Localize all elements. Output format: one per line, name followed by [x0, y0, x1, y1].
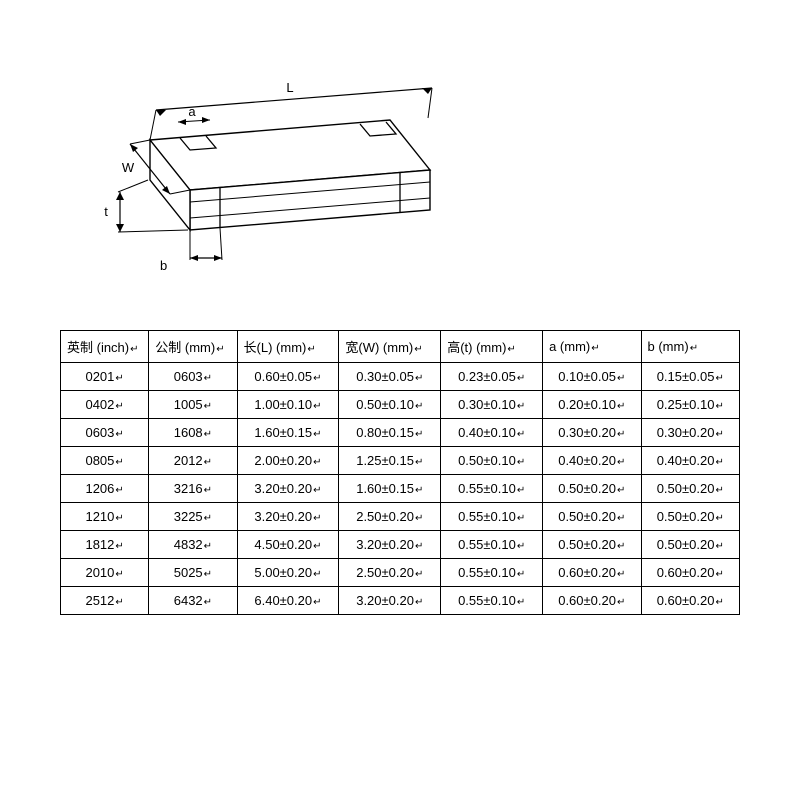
table-cell: 0.60±0.20 [543, 587, 641, 615]
table-cell: 1.60±0.15 [339, 475, 441, 503]
table-row: 120632163.20±0.201.60±0.150.55±0.100.50±… [61, 475, 740, 503]
table-cell: 5025 [149, 559, 237, 587]
table-cell: 3.20±0.20 [339, 531, 441, 559]
table-cell: 1608 [149, 419, 237, 447]
dimensions-table-container: 英制 (inch)公制 (mm)长(L) (mm)宽(W) (mm)高(t) (… [60, 330, 740, 615]
table-cell: 2.50±0.20 [339, 559, 441, 587]
table-cell: 0.55±0.10 [441, 587, 543, 615]
table-cell: 0.40±0.20 [543, 447, 641, 475]
table-cell: 0.55±0.10 [441, 559, 543, 587]
table-cell: 2.00±0.20 [237, 447, 339, 475]
table-column-header: 宽(W) (mm) [339, 331, 441, 363]
table-cell: 3216 [149, 475, 237, 503]
table-cell: 0.50±0.20 [641, 531, 739, 559]
table-header-row: 英制 (inch)公制 (mm)长(L) (mm)宽(W) (mm)高(t) (… [61, 331, 740, 363]
table-cell: 0.50±0.20 [641, 503, 739, 531]
table-cell: 0.40±0.10 [441, 419, 543, 447]
table-cell: 6432 [149, 587, 237, 615]
table-row: 251264326.40±0.203.20±0.200.55±0.100.60±… [61, 587, 740, 615]
table-column-header: 高(t) (mm) [441, 331, 543, 363]
table-cell: 1812 [61, 531, 149, 559]
table-cell: 0.23±0.05 [441, 363, 543, 391]
table-cell: 0.80±0.15 [339, 419, 441, 447]
dim-label-b: b [160, 258, 167, 273]
table-cell: 0.50±0.20 [543, 503, 641, 531]
table-cell: 0.30±0.20 [641, 419, 739, 447]
table-cell: 0.30±0.20 [543, 419, 641, 447]
table-row: 020106030.60±0.050.30±0.050.23±0.050.10±… [61, 363, 740, 391]
table-cell: 2512 [61, 587, 149, 615]
table-cell: 0603 [61, 419, 149, 447]
dim-label-W: W [122, 160, 135, 175]
table-cell: 0.60±0.20 [641, 587, 739, 615]
table-cell: 0.50±0.10 [339, 391, 441, 419]
table-column-header: b (mm) [641, 331, 739, 363]
table-row: 121032253.20±0.202.50±0.200.55±0.100.50±… [61, 503, 740, 531]
table-cell: 0.55±0.10 [441, 475, 543, 503]
table-cell: 0.60±0.05 [237, 363, 339, 391]
table-column-header: a (mm) [543, 331, 641, 363]
table-cell: 3.20±0.20 [237, 503, 339, 531]
table-cell: 3225 [149, 503, 237, 531]
table-cell: 0.20±0.10 [543, 391, 641, 419]
table-row: 040210051.00±0.100.50±0.100.30±0.100.20±… [61, 391, 740, 419]
table-column-header: 长(L) (mm) [237, 331, 339, 363]
table-cell: 3.20±0.20 [339, 587, 441, 615]
component-diagram: L a W t b [60, 60, 460, 300]
table-row: 201050255.00±0.202.50±0.200.55±0.100.60±… [61, 559, 740, 587]
dim-label-t: t [104, 204, 108, 219]
table-cell: 1210 [61, 503, 149, 531]
table-cell: 6.40±0.20 [237, 587, 339, 615]
table-cell: 0.55±0.10 [441, 503, 543, 531]
table-body: 020106030.60±0.050.30±0.050.23±0.050.10±… [61, 363, 740, 615]
table-row: 060316081.60±0.150.80±0.150.40±0.100.30±… [61, 419, 740, 447]
table-cell: 0.50±0.20 [641, 475, 739, 503]
table-cell: 0.40±0.20 [641, 447, 739, 475]
table-cell: 0402 [61, 391, 149, 419]
table-cell: 4832 [149, 531, 237, 559]
table-cell: 0.25±0.10 [641, 391, 739, 419]
table-cell: 0.30±0.05 [339, 363, 441, 391]
table-cell: 0.50±0.20 [543, 475, 641, 503]
table-row: 181248324.50±0.203.20±0.200.55±0.100.50±… [61, 531, 740, 559]
table-cell: 0.55±0.10 [441, 531, 543, 559]
table-cell: 0.50±0.10 [441, 447, 543, 475]
table-cell: 3.20±0.20 [237, 475, 339, 503]
table-cell: 0.15±0.05 [641, 363, 739, 391]
table-cell: 0603 [149, 363, 237, 391]
table-cell: 0.10±0.05 [543, 363, 641, 391]
table-column-header: 公制 (mm) [149, 331, 237, 363]
table-cell: 0.30±0.10 [441, 391, 543, 419]
table-cell: 0.60±0.20 [543, 559, 641, 587]
table-cell: 0.60±0.20 [641, 559, 739, 587]
dim-label-L: L [286, 80, 293, 95]
table-cell: 0201 [61, 363, 149, 391]
table-cell: 2012 [149, 447, 237, 475]
table-column-header: 英制 (inch) [61, 331, 149, 363]
table-cell: 2.50±0.20 [339, 503, 441, 531]
table-cell: 0805 [61, 447, 149, 475]
table-cell: 5.00±0.20 [237, 559, 339, 587]
table-cell: 1.25±0.15 [339, 447, 441, 475]
table-cell: 2010 [61, 559, 149, 587]
table-cell: 1005 [149, 391, 237, 419]
table-cell: 1.00±0.10 [237, 391, 339, 419]
table-cell: 0.50±0.20 [543, 531, 641, 559]
table-cell: 1206 [61, 475, 149, 503]
table-cell: 4.50±0.20 [237, 531, 339, 559]
dim-label-a: a [188, 104, 196, 119]
table-row: 080520122.00±0.201.25±0.150.50±0.100.40±… [61, 447, 740, 475]
table-cell: 1.60±0.15 [237, 419, 339, 447]
dimensions-table: 英制 (inch)公制 (mm)长(L) (mm)宽(W) (mm)高(t) (… [60, 330, 740, 615]
